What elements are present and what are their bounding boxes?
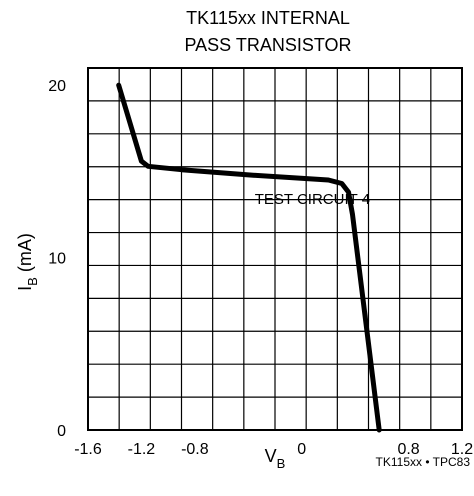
x-axis-label-main: V [265,446,277,466]
y-tick-label: 20 [48,78,66,95]
plot-frame [87,67,463,431]
y-tick-label: 0 [57,423,66,440]
y-axis-label-sub: B [25,277,40,286]
y-axis-label-main: I [15,286,35,291]
x-tick-label: 0.8 [397,441,419,458]
y-axis-label: IB (mA) [15,233,40,291]
y-tick-labels: 0 10 20 [48,78,66,440]
series-line [116,82,382,433]
y-tick-label: 10 [48,251,66,268]
x-tick-label: -1.6 [74,441,102,458]
footer-tag: TK115xx • TPC83 [376,455,471,469]
x-tick-label: -0.8 [181,441,209,458]
chart-title-line-1: TK115xx INTERNAL [186,8,350,28]
grid-lines [88,68,462,430]
x-axis-label: VB [265,446,286,471]
x-tick-label: 1.2 [451,441,473,458]
chart-title-line-2: PASS TRANSISTOR [184,35,351,55]
x-tick-label: -1.2 [128,441,156,458]
y-axis-label-suffix: (mA) [15,233,35,277]
x-tick-label: 0 [297,441,306,458]
x-tick-labels: -1.6 -1.2 -0.8 0 0.8 1.2 [74,441,473,458]
x-axis-label-sub: B [277,456,286,471]
annotation-test-circuit: TEST CIRCUIT 4 [255,191,370,208]
